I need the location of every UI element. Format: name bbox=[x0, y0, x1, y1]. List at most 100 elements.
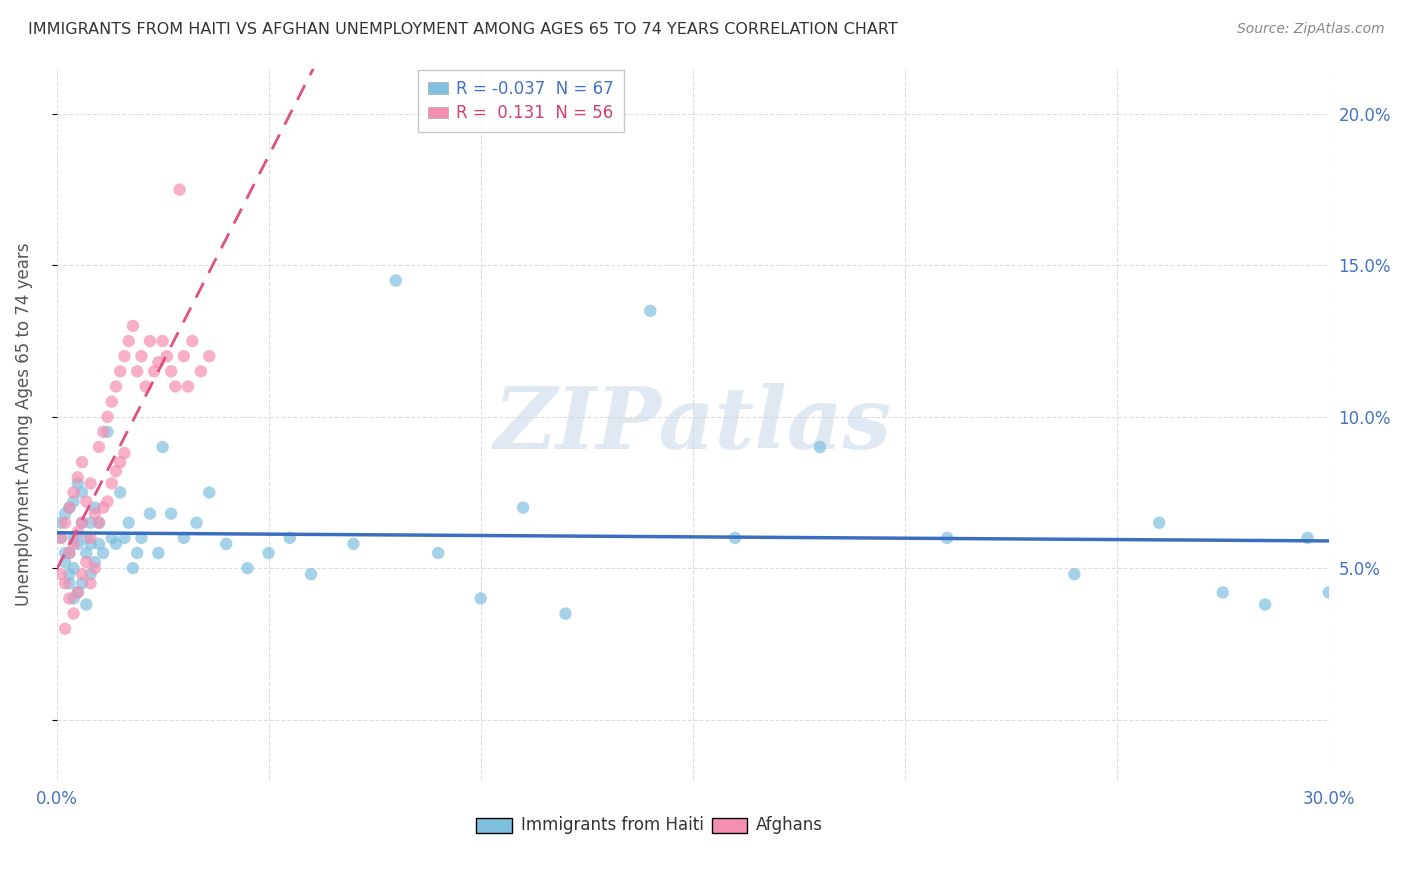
Point bbox=[53, 555, 76, 569]
Point bbox=[70, 455, 93, 469]
Point bbox=[100, 476, 122, 491]
Point bbox=[100, 531, 122, 545]
Point bbox=[143, 364, 166, 378]
Point bbox=[79, 567, 101, 582]
Point bbox=[79, 476, 101, 491]
Point bbox=[385, 273, 408, 287]
Point bbox=[1147, 516, 1170, 530]
Point bbox=[58, 500, 80, 515]
Point bbox=[83, 507, 105, 521]
Text: Afghans: Afghans bbox=[756, 816, 824, 834]
Point bbox=[156, 349, 179, 363]
Point bbox=[62, 561, 84, 575]
Point bbox=[87, 516, 110, 530]
Point bbox=[83, 561, 105, 575]
Point bbox=[53, 576, 76, 591]
Point bbox=[114, 531, 136, 545]
Point bbox=[139, 507, 162, 521]
Y-axis label: Unemployment Among Ages 65 to 74 years: Unemployment Among Ages 65 to 74 years bbox=[15, 243, 32, 606]
Point bbox=[236, 561, 259, 575]
Point bbox=[62, 494, 84, 508]
Point bbox=[62, 485, 84, 500]
Point bbox=[131, 531, 153, 545]
Point bbox=[66, 585, 89, 599]
Point bbox=[70, 516, 93, 530]
Point bbox=[66, 524, 89, 539]
Point bbox=[181, 334, 204, 348]
Point bbox=[165, 379, 187, 393]
Point bbox=[100, 394, 122, 409]
Point bbox=[75, 598, 97, 612]
Point bbox=[114, 446, 136, 460]
Point bbox=[152, 440, 174, 454]
Point bbox=[53, 507, 76, 521]
Point bbox=[640, 303, 662, 318]
Point bbox=[110, 455, 132, 469]
Point bbox=[139, 334, 162, 348]
Point bbox=[148, 355, 170, 369]
Point bbox=[58, 567, 80, 582]
FancyBboxPatch shape bbox=[477, 818, 512, 833]
Point bbox=[75, 546, 97, 560]
Point bbox=[49, 567, 72, 582]
Point bbox=[512, 500, 534, 515]
Point bbox=[70, 516, 93, 530]
Point bbox=[58, 546, 80, 560]
Point bbox=[66, 585, 89, 599]
Point bbox=[104, 379, 127, 393]
Point bbox=[152, 334, 174, 348]
Point bbox=[49, 516, 72, 530]
Point bbox=[79, 516, 101, 530]
Point bbox=[91, 546, 114, 560]
Point bbox=[215, 537, 238, 551]
Point bbox=[127, 364, 149, 378]
Point bbox=[66, 470, 89, 484]
Text: Source: ZipAtlas.com: Source: ZipAtlas.com bbox=[1237, 22, 1385, 37]
Point bbox=[342, 537, 364, 551]
Point bbox=[66, 476, 89, 491]
Point bbox=[79, 531, 101, 545]
Point bbox=[177, 379, 200, 393]
Point bbox=[49, 531, 72, 545]
Point bbox=[70, 567, 93, 582]
Point bbox=[198, 485, 221, 500]
Point bbox=[131, 349, 153, 363]
Text: Immigrants from Haiti: Immigrants from Haiti bbox=[522, 816, 704, 834]
Point bbox=[96, 494, 118, 508]
Point bbox=[91, 500, 114, 515]
Point bbox=[114, 349, 136, 363]
Point bbox=[62, 537, 84, 551]
Point bbox=[1063, 567, 1085, 582]
Point bbox=[160, 507, 183, 521]
Text: ZIPatlas: ZIPatlas bbox=[494, 383, 891, 467]
Point bbox=[173, 531, 195, 545]
Point bbox=[87, 537, 110, 551]
Point bbox=[148, 546, 170, 560]
Point bbox=[79, 537, 101, 551]
Point bbox=[135, 379, 157, 393]
Point bbox=[190, 364, 212, 378]
FancyBboxPatch shape bbox=[711, 818, 748, 833]
Point bbox=[58, 500, 80, 515]
Point bbox=[936, 531, 959, 545]
Point bbox=[470, 591, 492, 606]
Text: IMMIGRANTS FROM HAITI VS AFGHAN UNEMPLOYMENT AMONG AGES 65 TO 74 YEARS CORRELATI: IMMIGRANTS FROM HAITI VS AFGHAN UNEMPLOY… bbox=[28, 22, 898, 37]
Point bbox=[257, 546, 280, 560]
Point bbox=[122, 318, 145, 333]
Point bbox=[87, 440, 110, 454]
Point bbox=[173, 349, 195, 363]
Point bbox=[110, 364, 132, 378]
Point bbox=[53, 546, 76, 560]
Point bbox=[53, 516, 76, 530]
Point bbox=[75, 555, 97, 569]
Point bbox=[186, 516, 208, 530]
Point bbox=[66, 537, 89, 551]
Point bbox=[58, 576, 80, 591]
Point bbox=[62, 531, 84, 545]
Point bbox=[49, 531, 72, 545]
Point bbox=[87, 516, 110, 530]
Point bbox=[118, 516, 141, 530]
Point bbox=[198, 349, 221, 363]
Point bbox=[1212, 585, 1234, 599]
Point bbox=[1254, 598, 1277, 612]
